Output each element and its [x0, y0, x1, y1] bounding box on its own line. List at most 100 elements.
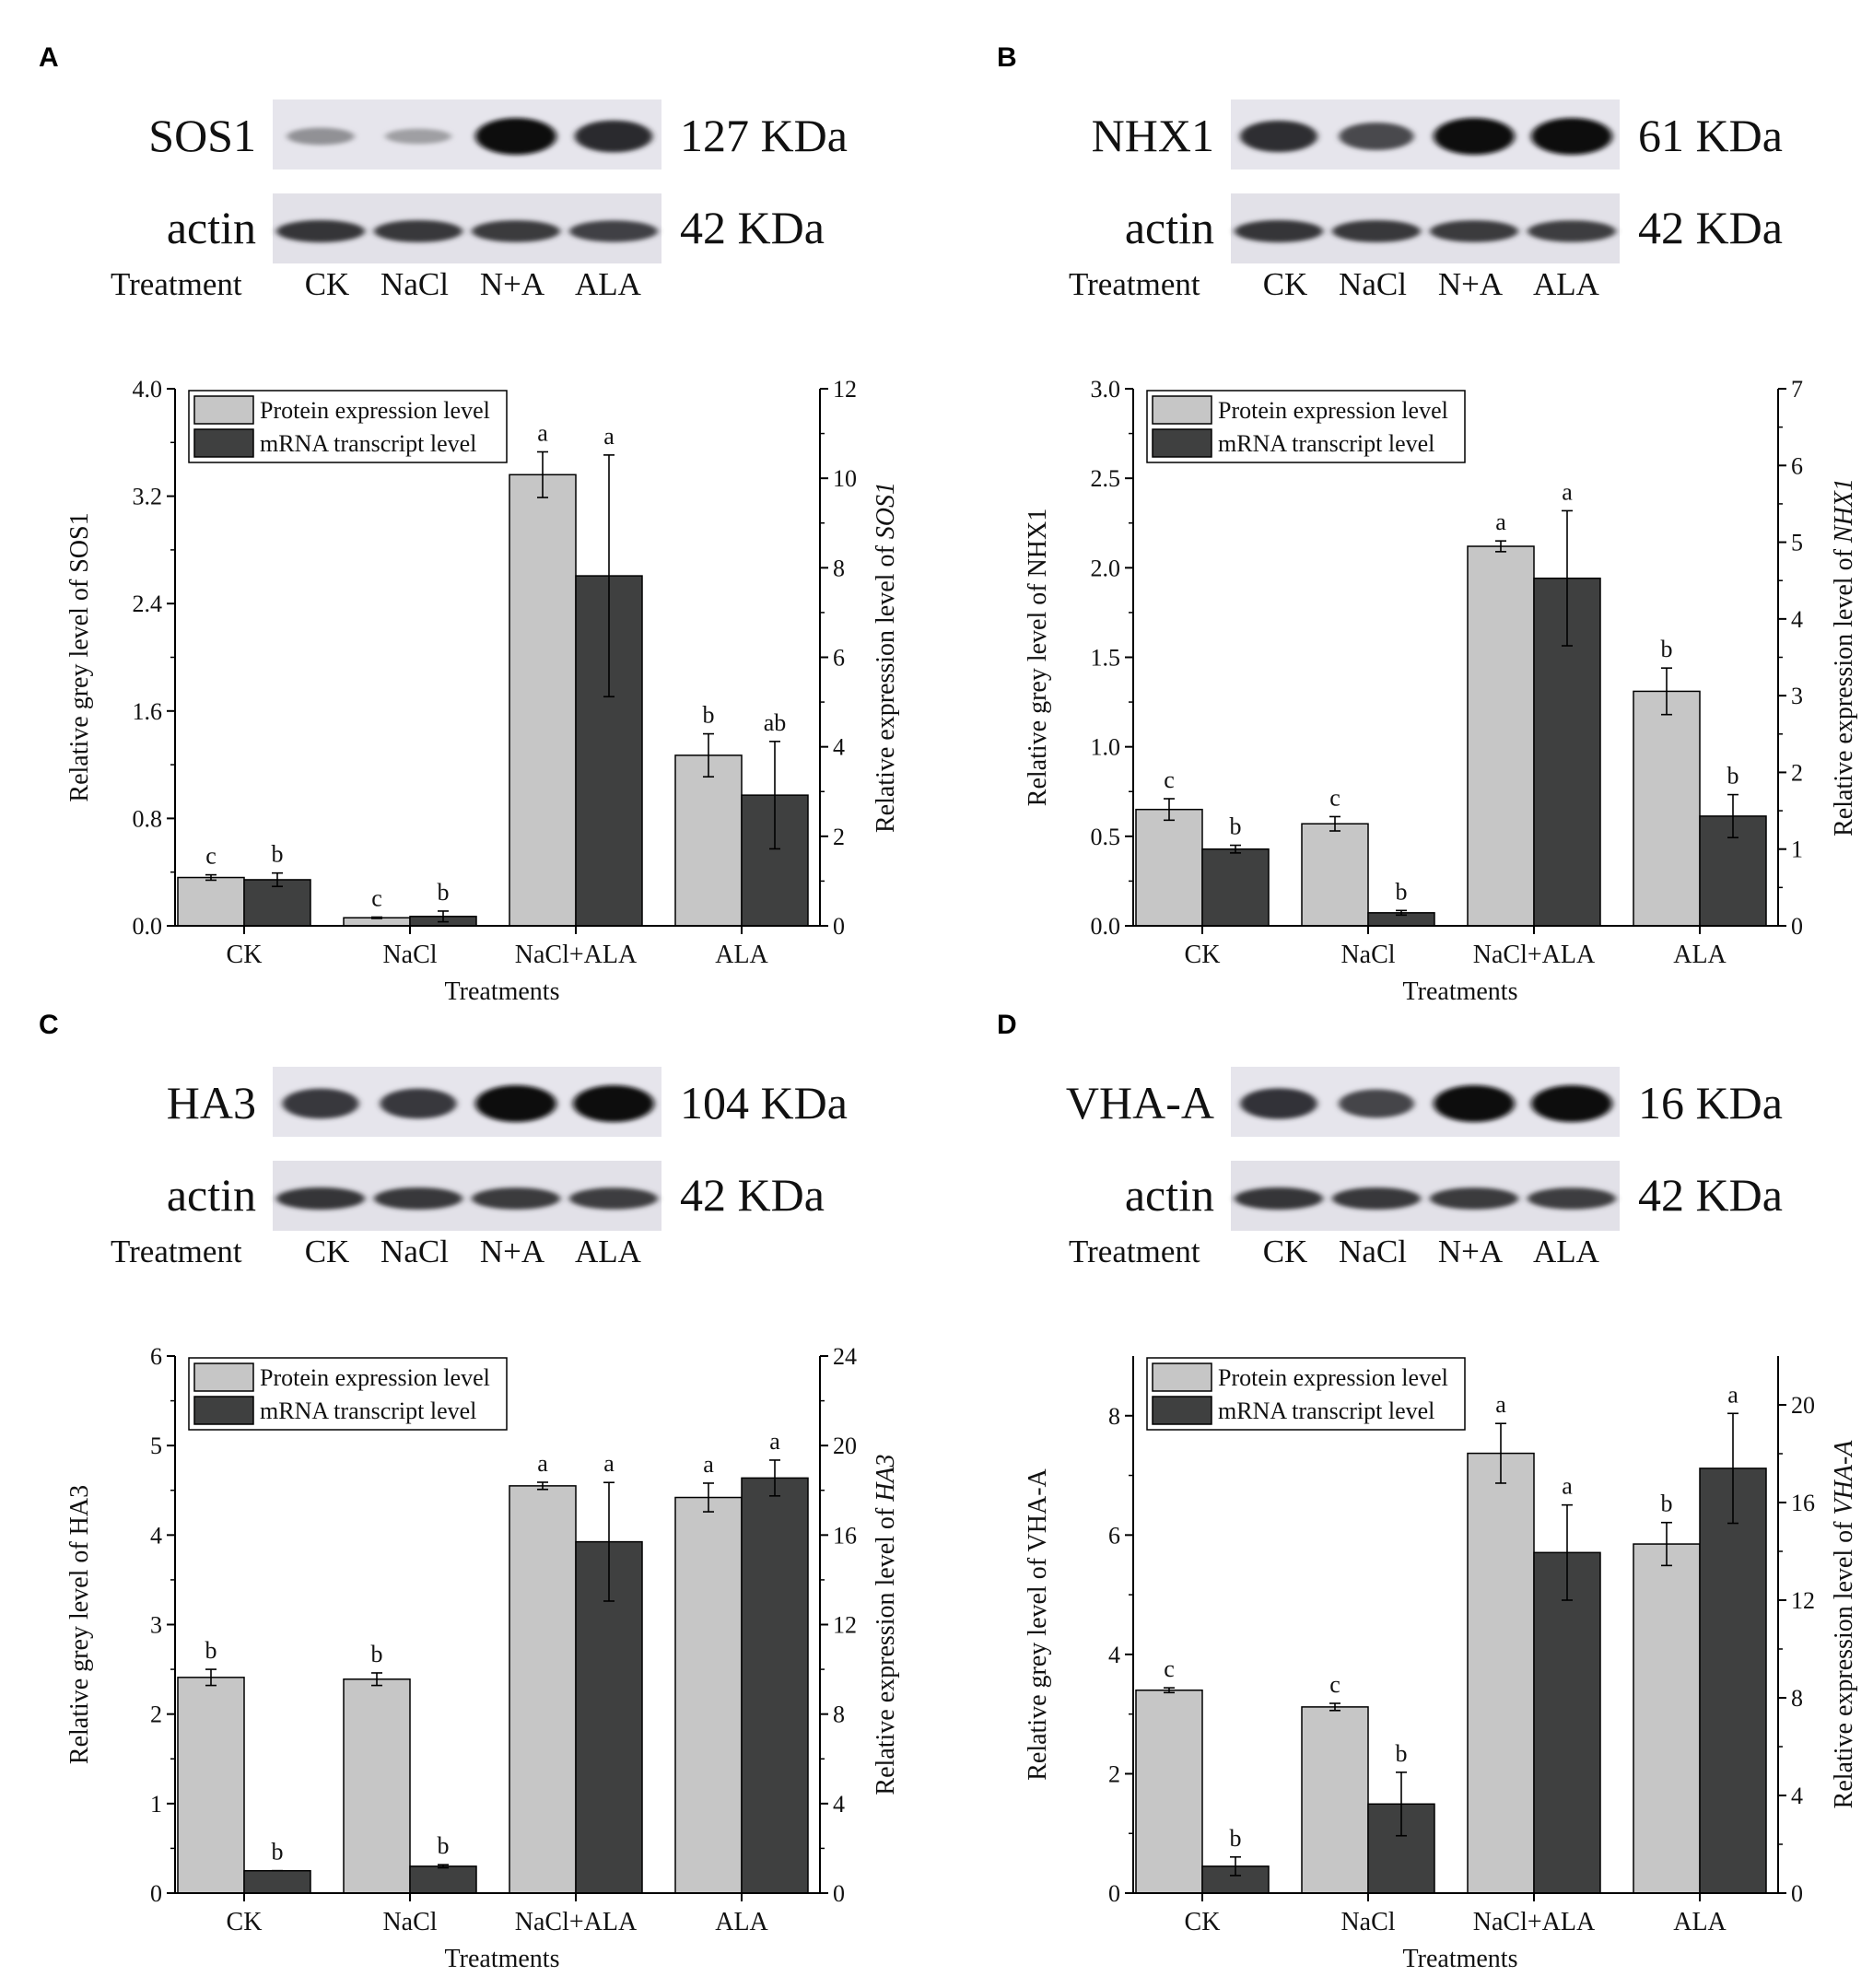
blot-protein-size: 16 KDa	[1638, 1077, 1783, 1128]
blot-lane-label: CK	[305, 1234, 350, 1269]
y-axis-title-right-prefix: Relative expression level of	[1830, 1515, 1858, 1809]
actin-band	[1430, 220, 1518, 242]
x-tick-label: CK	[227, 941, 263, 969]
right-tick-label: 6	[833, 645, 845, 672]
y-axis-title-right-gene: VHA-A	[1830, 1440, 1858, 1515]
blot-protein-label: VHA-A	[1066, 1077, 1214, 1128]
y-axis-title-right: Relative expression level of VHA-A	[1830, 1440, 1858, 1809]
actin-band	[1235, 219, 1323, 243]
significance-label: a	[1562, 478, 1573, 505]
blot-lane-label: ALA	[1533, 1234, 1600, 1269]
error-bar	[1329, 1702, 1340, 1712]
significance-label: b	[1230, 813, 1242, 840]
left-tick-label: 2	[150, 1701, 162, 1728]
protein-bar	[1135, 808, 1203, 927]
blot-lane-label: N+A	[480, 1234, 545, 1269]
legend-label: Protein expression level	[1218, 1364, 1448, 1391]
significance-label: b	[438, 879, 450, 906]
blot-protein-size: 127 KDa	[680, 110, 848, 161]
y-axis-title-right-prefix: Relative expression level of	[872, 1502, 900, 1795]
right-tick-label: 0	[1791, 913, 1803, 940]
left-tick-label: 6	[1108, 1522, 1120, 1549]
right-tick-label: 12	[1791, 1587, 1815, 1614]
x-tick-label: CK	[1185, 1908, 1221, 1936]
protein-band	[1434, 1085, 1515, 1122]
right-tick-label: 20	[1791, 1392, 1815, 1419]
right-tick-label: 1	[1791, 836, 1803, 863]
protein-band	[1240, 1088, 1317, 1119]
right-tick-label: 12	[833, 376, 857, 403]
legend: Protein expression level mRNA transcript …	[1146, 390, 1466, 463]
legend-label: Protein expression level	[1218, 397, 1448, 424]
blot-lane-label: N+A	[480, 266, 545, 302]
right-tick-label: 3	[1791, 683, 1803, 709]
protein-bar	[674, 754, 743, 927]
actin-band	[569, 220, 658, 242]
blot-treatment-label: Treatment	[111, 1234, 242, 1269]
error-bar	[1661, 667, 1672, 716]
significance-label: c	[1164, 1655, 1175, 1682]
error-bar	[1329, 815, 1340, 832]
western-blot-a: SOS1 127 KDa actin 42 KDa Treatment CK NaCl N+A…	[111, 99, 848, 302]
protein-band	[475, 1085, 556, 1122]
left-tick-label: 5	[150, 1433, 162, 1459]
significance-label: c	[1164, 766, 1175, 793]
mrna-bar	[1699, 1468, 1767, 1894]
protein-band	[1434, 118, 1515, 155]
x-tick-label: ALA	[715, 941, 768, 969]
right-tick-label: 0	[833, 1880, 845, 1907]
protein-bar	[1467, 545, 1535, 927]
protein-band	[573, 1085, 654, 1122]
legend-swatch-mrna	[1152, 1396, 1212, 1425]
significance-label: b	[1727, 763, 1739, 789]
error-bar	[1661, 1521, 1672, 1567]
left-tick-label: 6	[150, 1343, 162, 1370]
error-bar	[1562, 1503, 1573, 1601]
panel-letter-d: D	[997, 1010, 1017, 1040]
blot-protein-size: 104 KDa	[680, 1077, 848, 1128]
right-tick-label: 12	[833, 1612, 857, 1639]
legend-swatch-mrna	[1152, 428, 1212, 458]
western-blot-c: HA3 104 KDa actin 42 KDa Treatment CK NaCl N+A A…	[111, 1067, 848, 1269]
x-axis-title: Treatments	[445, 1945, 560, 1973]
legend: Protein expression level mRNA transcript …	[1146, 1357, 1466, 1431]
western-blot-d: VHA-A 16 KDa actin 42 KDa Treatment CK NaCl N+A…	[1066, 1067, 1783, 1269]
error-bar	[205, 873, 217, 882]
actin-band	[1528, 220, 1616, 242]
error-bar	[205, 1668, 217, 1687]
right-tick-label: 24	[833, 1343, 857, 1370]
error-bar	[537, 450, 548, 498]
blot-lane-label: CK	[305, 266, 350, 302]
significance-label: a	[1495, 1391, 1506, 1418]
actin-band	[569, 1187, 658, 1210]
mrna-bar	[741, 1477, 809, 1894]
blot-lane-label: NaCl	[380, 1234, 449, 1269]
right-tick-label: 0	[833, 913, 845, 940]
legend-label: mRNA transcript level	[260, 1397, 476, 1424]
protein-bar	[509, 474, 577, 927]
protein-bar	[1467, 1452, 1535, 1894]
error-bar	[769, 1459, 780, 1497]
right-tick-label: 2	[1791, 759, 1803, 786]
left-tick-label: 0.5	[1091, 824, 1121, 850]
actin-band	[374, 1187, 462, 1210]
legend-swatch-mrna	[193, 428, 254, 458]
error-bar	[1495, 1422, 1506, 1484]
left-tick-label: 0.8	[133, 805, 163, 832]
blot-control-label: actin	[1125, 1169, 1214, 1221]
x-tick-label: NaCl	[1340, 1908, 1395, 1936]
left-tick-label: 0.0	[133, 913, 163, 940]
y-axis-title-left: Relative grey level of HA3	[65, 1485, 94, 1764]
legend-label: Protein expression level	[260, 397, 490, 424]
right-tick-label: 8	[833, 1701, 845, 1728]
protein-band	[475, 118, 556, 155]
blot-protein-label: HA3	[167, 1077, 256, 1128]
error-bar	[1396, 1772, 1407, 1837]
left-tick-label: 2.4	[133, 591, 163, 617]
error-bar	[703, 1482, 714, 1513]
x-tick-label: CK	[227, 1908, 263, 1936]
y-axis-title-right-gene: SOS1	[872, 482, 900, 539]
protein-band	[287, 127, 355, 146]
